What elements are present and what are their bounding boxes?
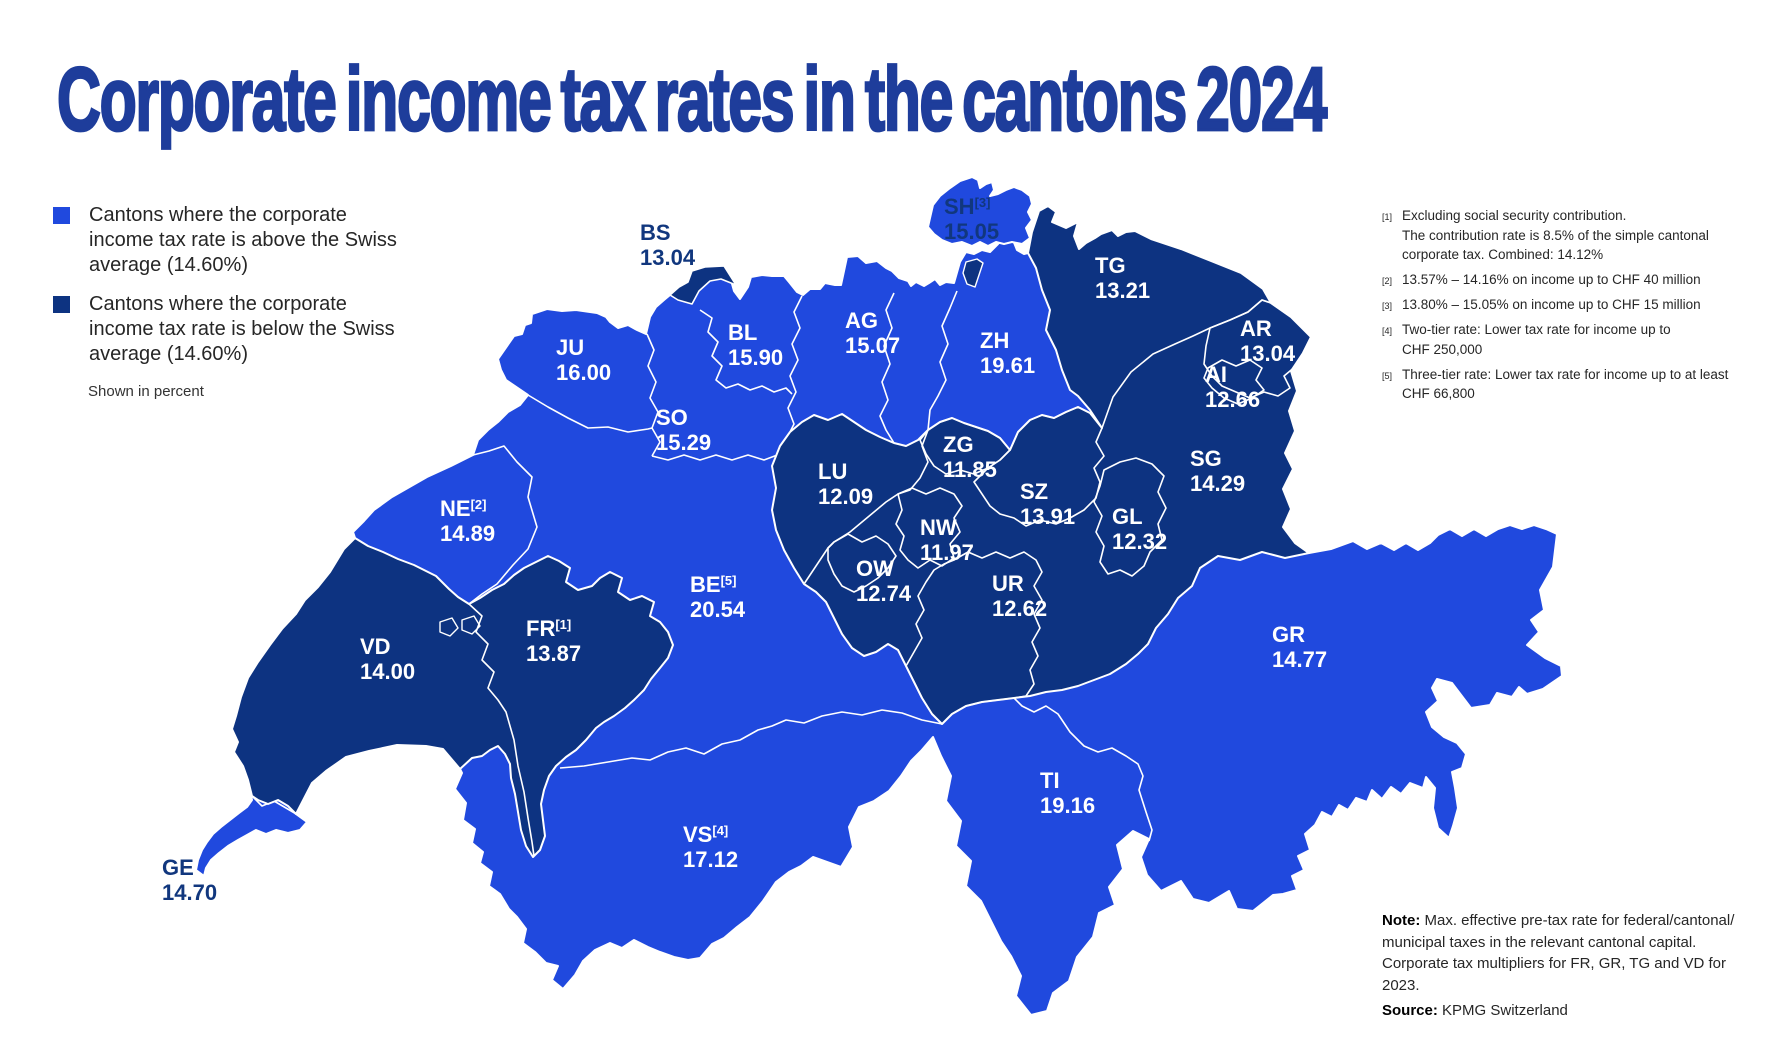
svg-text:15.07: 15.07 — [845, 333, 900, 358]
svg-text:11.97: 11.97 — [920, 540, 974, 565]
svg-text:16.00: 16.00 — [556, 360, 611, 385]
svg-text:NW: NW — [920, 515, 957, 540]
svg-text:15.90: 15.90 — [728, 345, 783, 370]
svg-text:12.09: 12.09 — [818, 484, 873, 509]
svg-text:20.54: 20.54 — [690, 597, 746, 622]
svg-text:11.85: 11.85 — [943, 457, 997, 482]
svg-text:SZ: SZ — [1020, 479, 1048, 504]
svg-text:12.66: 12.66 — [1205, 387, 1260, 412]
svg-text:GE: GE — [162, 855, 194, 880]
svg-text:15.05: 15.05 — [944, 219, 999, 244]
svg-text:13.91: 13.91 — [1020, 504, 1075, 529]
svg-text:13.04: 13.04 — [1240, 341, 1296, 366]
svg-text:VS[4]: VS[4] — [683, 822, 728, 847]
svg-text:15.29: 15.29 — [656, 430, 711, 455]
svg-text:SH[3]: SH[3] — [944, 194, 990, 219]
svg-text:13.87: 13.87 — [526, 641, 581, 666]
svg-text:14.29: 14.29 — [1190, 471, 1245, 496]
svg-text:ZG: ZG — [943, 432, 974, 457]
svg-text:TI: TI — [1040, 768, 1060, 793]
svg-text:BL: BL — [728, 320, 757, 345]
svg-text:SG: SG — [1190, 446, 1222, 471]
svg-text:12.62: 12.62 — [992, 596, 1047, 621]
svg-text:Corporate income tax rates in: Corporate income tax rates in the canton… — [57, 49, 1328, 150]
svg-text:AI: AI — [1205, 362, 1227, 387]
svg-text:19.61: 19.61 — [980, 353, 1035, 378]
svg-text:14.89: 14.89 — [440, 521, 495, 546]
svg-text:VD: VD — [360, 634, 391, 659]
svg-text:OW: OW — [856, 556, 894, 581]
svg-text:AG: AG — [845, 308, 878, 333]
svg-text:ZH: ZH — [980, 328, 1009, 353]
svg-text:GL: GL — [1112, 504, 1143, 529]
svg-text:SO: SO — [656, 405, 688, 430]
svg-text:17.12: 17.12 — [683, 847, 738, 872]
svg-text:JU: JU — [556, 335, 584, 360]
svg-text:19.16: 19.16 — [1040, 793, 1095, 818]
svg-text:14.00: 14.00 — [360, 659, 415, 684]
svg-text:12.74: 12.74 — [856, 581, 912, 606]
svg-text:TG: TG — [1095, 253, 1126, 278]
svg-text:UR: UR — [992, 571, 1024, 596]
svg-text:14.70: 14.70 — [162, 880, 217, 905]
svg-text:13.04: 13.04 — [640, 245, 696, 270]
svg-text:BS: BS — [640, 220, 671, 245]
svg-text:12.32: 12.32 — [1112, 529, 1167, 554]
svg-text:14.77: 14.77 — [1272, 647, 1327, 672]
svg-text:13.21: 13.21 — [1095, 278, 1150, 303]
svg-text:LU: LU — [818, 459, 847, 484]
svg-text:AR: AR — [1240, 316, 1272, 341]
svg-text:GR: GR — [1272, 622, 1305, 647]
